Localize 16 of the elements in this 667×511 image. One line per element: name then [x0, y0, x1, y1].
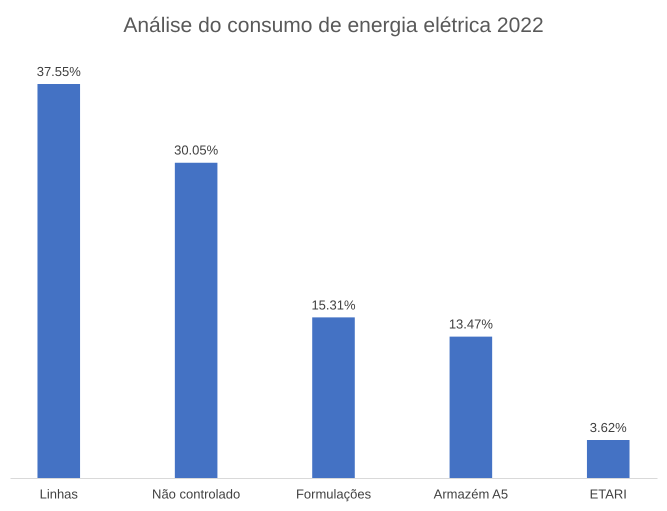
- data-label: 3.62%: [590, 420, 628, 436]
- x-tick-label: ETARI: [590, 486, 627, 502]
- data-label: 13.47%: [448, 316, 494, 332]
- data-label: 15.31%: [311, 297, 356, 312]
- bar: [586, 440, 630, 478]
- bar: [450, 336, 492, 478]
- chart-title: Análise do consumo de energia elétrica 2022: [123, 14, 544, 37]
- data-label: 30.05%: [174, 142, 219, 158]
- bar: [312, 317, 355, 478]
- x-tick-label: Não controlado: [152, 486, 240, 502]
- data-label: 37.55%: [36, 64, 82, 79]
- x-tick-label: Linhas: [40, 486, 78, 502]
- x-tick-label: Armazém A5: [434, 486, 508, 502]
- bar: [37, 84, 80, 478]
- bar: [174, 162, 218, 478]
- x-tick-label: Formulações: [296, 486, 372, 502]
